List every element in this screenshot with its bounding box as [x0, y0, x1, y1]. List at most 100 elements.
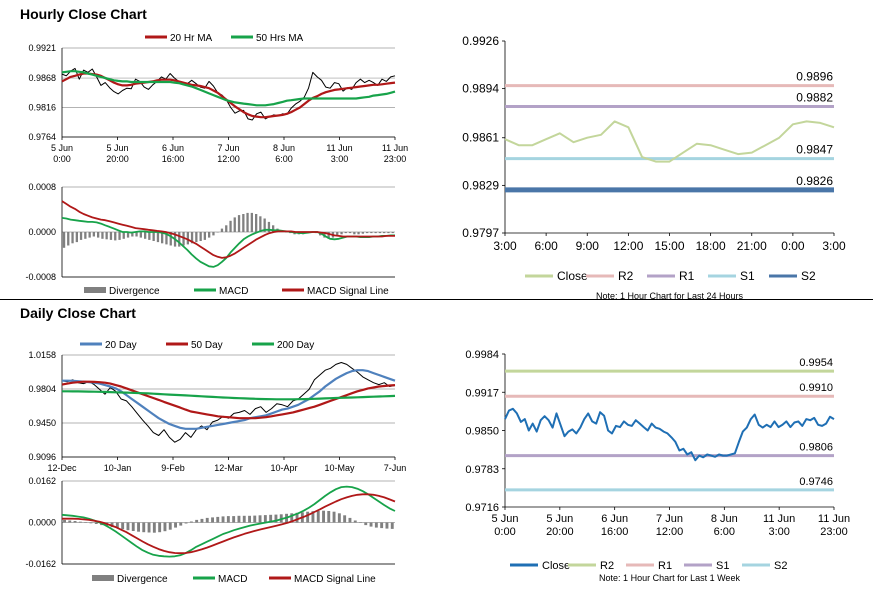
- x-tick-label: 15:00: [654, 239, 684, 253]
- divergence-bar: [378, 232, 382, 234]
- divergence-bar: [391, 232, 394, 234]
- y-tick-label: 0.9829: [462, 178, 499, 192]
- divergence-bar: [295, 512, 299, 523]
- y-tick-label: 0.9921: [28, 43, 56, 53]
- divergence-bar: [327, 511, 331, 523]
- y-tick-label: 0.9868: [28, 73, 56, 83]
- x-tick-label-line2: 16:00: [162, 154, 185, 164]
- series-50-hrs-ma: [61, 70, 396, 107]
- x-tick-label: 5 Jun: [106, 143, 128, 153]
- level-r2-value: 0.9954: [799, 357, 833, 369]
- divergence-bar: [221, 516, 225, 523]
- y-tick-label: 0.9096: [28, 452, 56, 462]
- x-tick-label: 5 Jun: [51, 143, 73, 153]
- divergence-bar: [199, 232, 202, 241]
- divergence-bar: [152, 232, 155, 241]
- divergence-bar: [385, 522, 389, 529]
- x-tick-label: 12-Mar: [214, 463, 243, 473]
- divergence-bar: [105, 232, 108, 240]
- x-tick-label: 6:00: [534, 239, 558, 253]
- x-tick-label: 6 Jun: [601, 513, 628, 525]
- x-tick-label: 8 Jun: [711, 513, 738, 525]
- divergence-bar: [255, 214, 258, 232]
- divergence-bar: [220, 228, 224, 232]
- series-macd-signal-line: [62, 493, 396, 555]
- divergence-bar: [89, 522, 93, 524]
- divergence-bar: [274, 514, 278, 523]
- divergence-bar: [246, 212, 249, 232]
- x-tick-label: 3:00: [822, 239, 846, 253]
- series-macd: [61, 485, 396, 558]
- divergence-bar: [101, 232, 104, 239]
- series-200-day: [62, 390, 396, 401]
- divergence-bar: [118, 232, 121, 240]
- legend-s2-label: S2: [774, 560, 787, 572]
- series-close: [61, 67, 396, 121]
- divergence-bar: [216, 516, 220, 523]
- divergence-bar: [374, 232, 377, 234]
- divergence-bar: [253, 515, 257, 523]
- level-s1-value: 0.9806: [799, 442, 833, 454]
- divergence-bar: [237, 215, 241, 232]
- y-tick-label: 0.9816: [28, 103, 56, 113]
- x-tick-label-line2: 0:00: [494, 526, 515, 538]
- divergence-bar: [203, 232, 206, 240]
- level-s2-value: 0.9826: [796, 174, 833, 188]
- legend-macd-signal-line-label: MACD Signal Line: [294, 574, 376, 585]
- divergence-bar: [84, 522, 88, 523]
- divergence-bar: [344, 232, 347, 234]
- series-macd: [61, 217, 395, 268]
- x-tick-label: 11 Jun: [818, 513, 850, 525]
- x-tick-label: 7 Jun: [217, 143, 239, 153]
- x-tick-label: 10-May: [324, 463, 355, 473]
- daily-price-chart: 20 Day 50 Day 200 Day 1.0158 0.9804 0.9450 0.9…: [28, 340, 406, 473]
- daily-macd-chart: 0.0162 0.0000 -0.0162 Divergence MACD MACD Si…: [25, 476, 396, 585]
- legend-20-day-label: 20 Day: [105, 340, 137, 351]
- divergence-bar: [357, 232, 360, 235]
- divergence-bar: [88, 232, 91, 238]
- divergence-bar: [147, 522, 151, 533]
- legend-r1-label: R1: [658, 560, 672, 572]
- legend-r2-label: R2: [618, 269, 634, 283]
- y-tick-label: 0.0000: [28, 518, 56, 528]
- divergence-bar: [242, 214, 245, 232]
- divergence-bar: [97, 232, 100, 238]
- divergence-bar: [152, 522, 156, 533]
- x-tick-label: 11 Jun: [382, 143, 408, 153]
- divergence-bar: [109, 232, 113, 240]
- section-divider: [0, 299, 873, 300]
- divergence-bar: [272, 225, 275, 232]
- x-tick-label: 9:00: [576, 239, 600, 253]
- x-tick-label: 8 Jun: [273, 143, 295, 153]
- x-tick-label: 11 Jun: [763, 513, 795, 525]
- divergence-bar: [267, 221, 271, 232]
- level-s2-value: 0.9746: [799, 476, 833, 488]
- legend-macd-signal-line-label: MACD Signal Line: [307, 286, 389, 297]
- level-r1-value: 0.9910: [799, 382, 833, 394]
- legend-divergence-swatch: [84, 287, 106, 293]
- divergence-bar: [242, 515, 246, 523]
- y-tick-label: 0.0000: [28, 227, 56, 237]
- y-tick-label: 0.9450: [28, 418, 56, 428]
- divergence-bar: [248, 515, 251, 523]
- divergence-bar: [322, 510, 325, 523]
- divergence-bar: [190, 232, 194, 244]
- divergence-bar: [165, 232, 168, 245]
- x-tick-label: 9-Feb: [161, 463, 185, 473]
- divergence-bar: [174, 522, 177, 528]
- legend-200-day-label: 200 Day: [277, 340, 314, 351]
- x-tick-label: 18:00: [696, 239, 726, 253]
- divergence-bar: [63, 519, 66, 523]
- x-tick-label-line2: 20:00: [106, 154, 129, 164]
- legend-macd-label: MACD: [218, 574, 247, 585]
- divergence-bar: [135, 232, 138, 237]
- divergence-bar: [212, 232, 215, 236]
- divergence-bar: [263, 218, 266, 232]
- x-tick-label-line2: 3:00: [768, 526, 789, 538]
- divergence-bar: [332, 511, 336, 523]
- x-tick-label-line2: 23:00: [820, 526, 848, 538]
- hourly-macd-chart: 0.0008 0.0000 -0.0008 Divergence MACD MACD Si…: [25, 182, 395, 297]
- divergence-bar: [229, 220, 232, 233]
- x-tick-label: 5 Jun: [492, 513, 519, 525]
- divergence-bar: [78, 521, 82, 523]
